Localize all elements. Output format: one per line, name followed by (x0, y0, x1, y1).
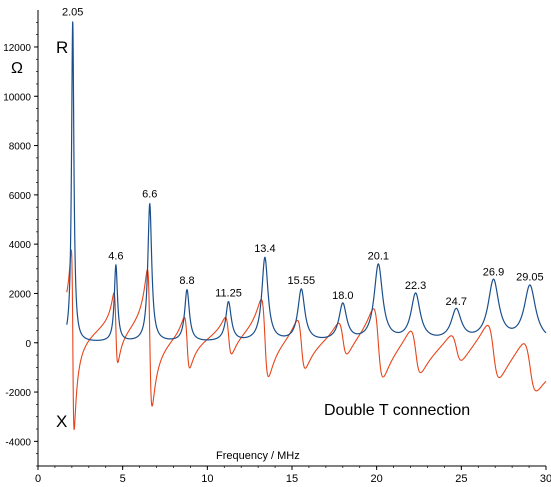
series-label-x: X (56, 412, 67, 431)
y-axis-label: Ω (11, 60, 23, 77)
y-axis-ticks: -4000 -2000 0 2000 4000 6000 8000 10000 12000 (3, 21, 38, 467)
x-tick-label: 15 (286, 473, 298, 485)
series-r-line (66, 20, 547, 341)
series-x-line (66, 249, 547, 431)
peak-label: 6.6 (142, 189, 157, 201)
peak-label: 18.0 (332, 290, 353, 302)
x-axis-ticks: 0 5 10 15 20 25 30 (35, 466, 551, 485)
x-tick-label: 0 (35, 473, 41, 485)
peak-label: 4.6 (108, 250, 123, 262)
y-tick-label: 10000 (3, 92, 31, 103)
series-x-reactance (66, 249, 547, 431)
peak-label: 24.7 (446, 296, 467, 308)
y-tick-label: 12000 (3, 43, 31, 54)
peak-label: 8.8 (179, 275, 194, 287)
y-tick-label: -4000 (5, 437, 31, 448)
peak-label: 29.05 (516, 271, 544, 283)
chart-annotation: Double T connection (324, 402, 470, 419)
x-tick-label: 20 (371, 473, 383, 485)
peak-label: 22.3 (405, 280, 426, 292)
peak-label: 15.55 (288, 275, 316, 287)
y-tick-label: 8000 (9, 142, 32, 153)
x-axis-label: Frequency / MHz (216, 450, 300, 462)
y-tick-label: 0 (25, 339, 31, 350)
y-tick-label: 4000 (9, 240, 32, 251)
y-tick-label: 6000 (9, 191, 32, 202)
x-tick-label: 25 (455, 473, 467, 485)
x-tick-label: 10 (201, 473, 213, 485)
peak-label: 13.4 (254, 243, 275, 255)
x-tick-label: 5 (120, 473, 126, 485)
peak-label: 2.05 (62, 6, 83, 18)
axes (37, 10, 546, 467)
peak-label: 20.1 (368, 250, 389, 262)
y-tick-label: 2000 (9, 289, 32, 300)
series-r-resistance (66, 20, 547, 341)
peak-labels: 2.05 4.6 6.6 8.8 11.25 13.4 15.55 18.0 20.1 22.3 2… (62, 6, 544, 308)
y-tick-label: -2000 (5, 388, 31, 399)
peak-label: 11.25 (215, 287, 242, 299)
x-tick-label: 30 (540, 473, 551, 485)
series-label-r: R (56, 38, 68, 57)
peak-label: 26.9 (483, 266, 504, 278)
